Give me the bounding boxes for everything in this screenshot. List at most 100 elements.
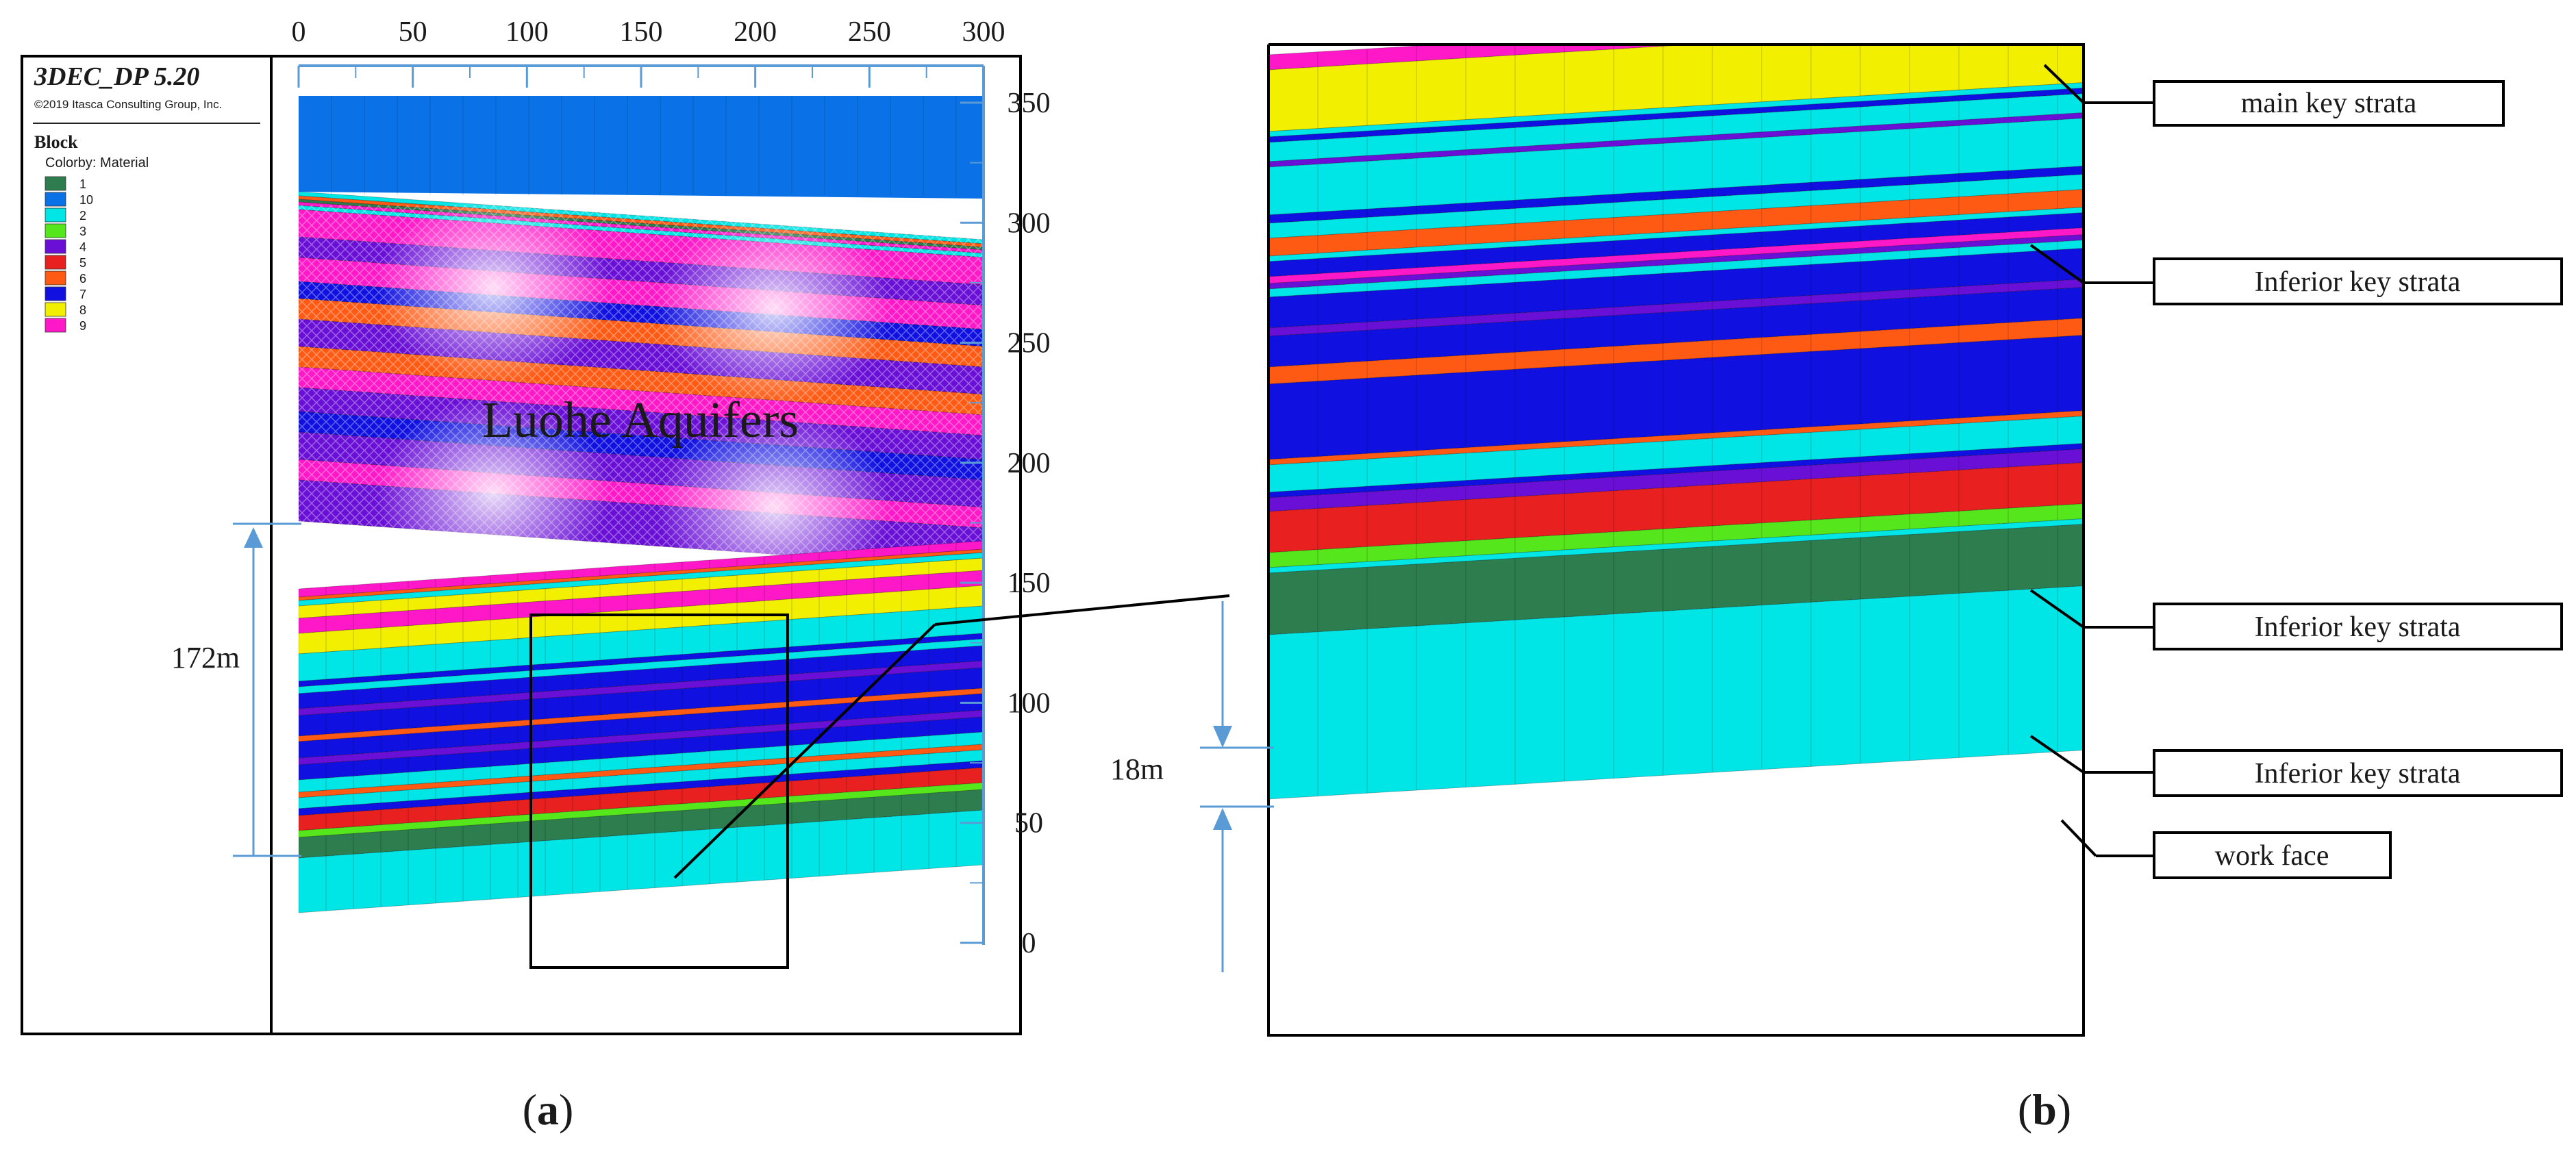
y-tick-label: 300	[1008, 207, 1051, 239]
callout-main-key-strata: main key strata	[2043, 64, 2505, 127]
aquifer-label: Luohe Aquifers	[482, 392, 799, 448]
stratum-layer	[299, 809, 984, 913]
legend-swatch	[45, 239, 66, 254]
stratum-layer	[1268, 45, 2084, 132]
panel-a: 3DEC_DP 5.20 ©2019 Itasca Consulting Gro…	[21, 16, 1230, 1134]
stratum-layer	[1268, 416, 2084, 493]
stratum-layer	[299, 687, 984, 742]
stratum-layer	[299, 760, 984, 816]
dimension-arrow-icon	[244, 527, 263, 548]
callout-label: Inferior key strata	[2255, 266, 2461, 298]
stratum-layer	[1268, 443, 2084, 498]
legend-label: 1	[79, 177, 86, 191]
callout-label: main key strata	[2241, 88, 2417, 119]
y-tick-label: 50	[1014, 808, 1043, 839]
stratum-layer	[1268, 248, 2084, 329]
stratum-layer	[299, 633, 984, 687]
stratum-layer	[1268, 93, 2084, 162]
legend-label: 4	[79, 240, 86, 254]
panel-b-frame	[1267, 43, 2085, 1037]
x-tick-label: 250	[848, 16, 891, 48]
stratum-layer	[299, 638, 984, 694]
legend-swatch	[45, 192, 66, 207]
x-tick-label: 0	[292, 16, 306, 48]
y-tick-label: 0	[1022, 928, 1036, 959]
colorby-label: Colorby: Material	[45, 155, 149, 170]
aquifer-zone	[299, 192, 984, 603]
stratum-layer	[299, 645, 984, 709]
stratum-layer	[299, 789, 984, 859]
y-tick-label: 100	[1008, 687, 1051, 719]
aquifer-highlight	[377, 192, 610, 383]
callout-inferior-key-strata-1: Inferior key strata	[2029, 244, 2563, 305]
zoom-leader-line	[673, 623, 936, 879]
legend-label: 6	[79, 272, 86, 286]
legend-swatch	[45, 176, 66, 191]
x-tick-label: 150	[620, 16, 663, 48]
legend-swatch	[45, 318, 66, 333]
stratum-layer	[299, 716, 984, 781]
height-label-18m: 18m	[1110, 752, 1164, 786]
height-label-172m: 172m	[171, 641, 240, 674]
callout-inferior-key-strata-2: Inferior key strata	[2029, 589, 2563, 650]
stratum-layer	[1268, 240, 2084, 298]
stratum-layer	[1268, 585, 2084, 800]
stratum-layer	[1268, 118, 2084, 216]
legend-swatch	[45, 255, 66, 270]
stratum-layer	[1268, 518, 2084, 574]
stratum-layer	[1268, 318, 2084, 385]
stratum-layer	[1268, 287, 2084, 368]
legend-label: 9	[79, 319, 86, 333]
legend-label: 7	[79, 288, 86, 301]
stratum-layer	[299, 540, 984, 598]
stratum-layer	[1268, 166, 2084, 224]
x-tick-label: 100	[505, 16, 549, 48]
x-tick-label: 300	[962, 16, 1005, 48]
x-tick-label: 200	[734, 16, 777, 48]
stratum-layer	[1268, 189, 2084, 257]
right-axis: 0 50 100 150 200 250 300 350	[960, 66, 1051, 959]
legend-label: 2	[79, 209, 86, 223]
stratum-layer	[299, 552, 984, 607]
stratum-layer	[299, 557, 984, 619]
stratum-layer	[299, 570, 984, 634]
aquifer-highlight	[658, 212, 890, 404]
stratum-layer	[299, 660, 984, 716]
y-tick-label: 150	[1008, 568, 1051, 599]
caption-b: (b)	[2018, 1085, 2071, 1134]
stratum-layer	[299, 744, 984, 798]
stratum-layer	[1268, 462, 2084, 553]
zoom-connector-line	[934, 594, 1230, 626]
stratum-layer	[299, 585, 984, 655]
stratum-layer	[1268, 448, 2084, 512]
caption-a: (a)	[523, 1085, 574, 1134]
legend-swatch	[45, 223, 66, 238]
stratum-layer	[299, 548, 984, 601]
stratum-layer	[1268, 112, 2084, 168]
callout-label: Inferior key strata	[2255, 611, 2461, 643]
block-label: Block	[34, 132, 78, 152]
stratum-layer	[299, 709, 984, 766]
stratum-layer	[299, 767, 984, 831]
stratum-layer	[299, 749, 984, 809]
callout-label: Inferior key strata	[2255, 758, 2461, 789]
model-view-b	[1268, 45, 2084, 955]
legend-label: 10	[79, 193, 93, 207]
legend-swatch	[45, 270, 66, 286]
panel-b-blank-region	[1268, 953, 2084, 955]
stratum-layer	[1268, 212, 2084, 277]
y-tick-label: 250	[1008, 328, 1051, 359]
panel-a-frame	[21, 55, 1022, 1035]
material-legend: 1 10 2 3 4 5 6 7 8 9	[45, 176, 93, 333]
y-tick-label: 350	[1008, 88, 1051, 119]
stratum-layer	[1268, 524, 2084, 635]
copyright-text: ©2019 Itasca Consulting Group, Inc.	[34, 98, 222, 111]
stratum-layer	[1268, 335, 2084, 460]
stratum-layer	[1268, 207, 2084, 262]
stratum-layer	[1268, 234, 2084, 290]
x-tick-label: 50	[399, 16, 427, 48]
stratum-layer	[1268, 88, 2084, 143]
model-bottom-edge	[299, 939, 984, 941]
stratum-layer	[299, 667, 984, 737]
stratum-layer	[299, 693, 984, 759]
